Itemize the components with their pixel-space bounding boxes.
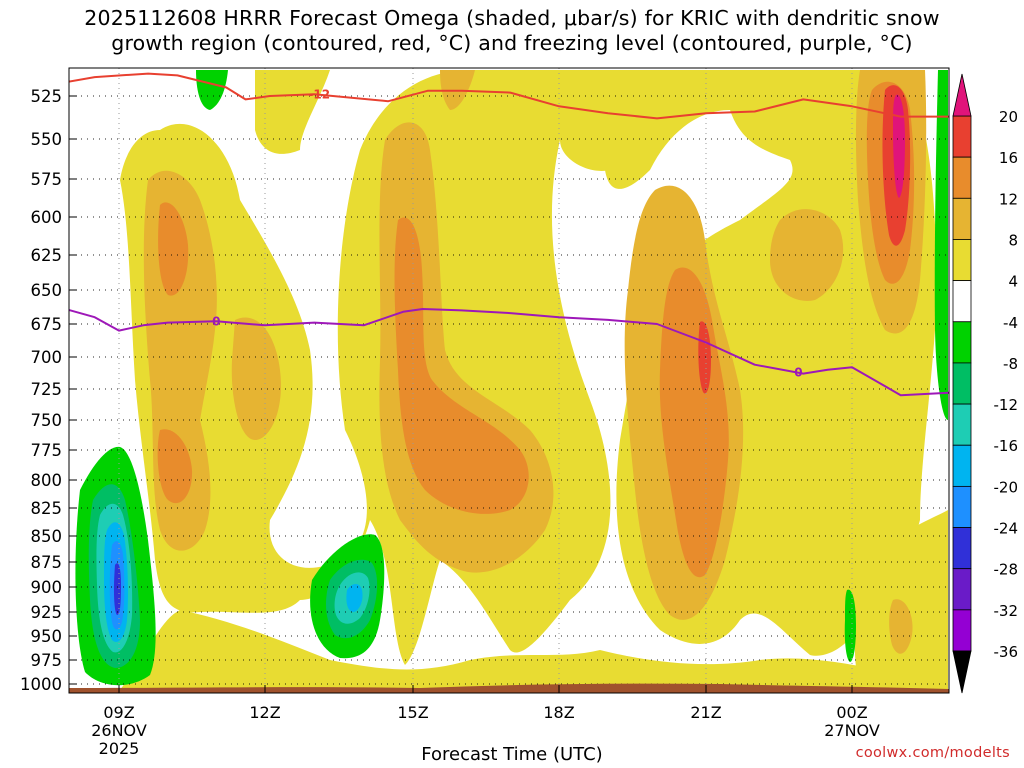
y-tick-label-750: 750 xyxy=(31,411,63,430)
colorbar-bin-5 xyxy=(952,321,972,364)
x-tick-label-21Z: 21Z xyxy=(690,703,721,722)
x-tick-label-09Z: 09Z xyxy=(103,703,134,722)
omega-region-sinking-4-d xyxy=(725,325,925,473)
colorbar-bin-0 xyxy=(952,115,972,158)
x-tick-label-00Z: 00Z xyxy=(836,703,867,722)
colorbar-label-8: -16 xyxy=(994,437,1019,455)
x-tick-year-09Z: 2025 xyxy=(99,739,140,758)
y-tick-label-650: 650 xyxy=(31,281,63,300)
title-line-2: growth region (contoured, red, °C) and f… xyxy=(111,31,913,55)
plot-border xyxy=(68,67,950,694)
omega-region-sinking-4-b xyxy=(255,70,330,154)
y-tick-label-625: 625 xyxy=(31,246,63,265)
omega-region-rising-4 xyxy=(196,70,228,110)
colorbar-label-7: -12 xyxy=(994,396,1019,414)
y-tick-label-950: 950 xyxy=(31,627,63,646)
omega-region-rising-4-d xyxy=(844,589,856,662)
x-tick-label-18Z: 18Z xyxy=(543,703,574,722)
colorbar-bin-9 xyxy=(952,485,972,528)
x-tick-label-15Z: 15Z xyxy=(397,703,428,722)
y-tick-label-550: 550 xyxy=(31,130,63,149)
colorbar-label-3: 8 xyxy=(1008,231,1018,249)
colorbar-label-5: -4 xyxy=(1003,314,1018,332)
y-tick-label-800: 800 xyxy=(31,471,63,490)
y-tick-label-900: 900 xyxy=(31,578,63,597)
omega-region-sinking-12-c xyxy=(394,217,529,514)
colorbar-label-9: -20 xyxy=(994,478,1019,496)
x-axis-label: Forecast Time (UTC) xyxy=(421,744,603,765)
colorbar-bin-10 xyxy=(952,527,972,570)
omega-region-rising-4-e xyxy=(934,70,948,420)
colorbar-bin-1 xyxy=(952,156,972,199)
x-tick-date-00Z: 27NOV xyxy=(824,721,880,740)
y-tick-label-600: 600 xyxy=(31,208,63,227)
x-tick-label-12Z: 12Z xyxy=(249,703,280,722)
grid xyxy=(69,68,949,693)
omega-region-sinking-12-b xyxy=(157,429,193,504)
y-tick-label-925: 925 xyxy=(31,603,63,622)
y-tick-label-525: 525 xyxy=(31,87,63,106)
y-tick-label-975: 975 xyxy=(31,651,63,670)
colorbar-label-1: 16 xyxy=(999,149,1018,167)
omega-shading xyxy=(75,70,948,690)
plot-frame xyxy=(68,67,950,694)
y-tick-label-875: 875 xyxy=(31,553,63,572)
y-tick-label-850: 850 xyxy=(31,527,63,546)
colorbar-label-6: -8 xyxy=(1003,355,1018,373)
colorbar-top-extend xyxy=(952,73,972,117)
colorbar-label-0: 20 xyxy=(999,108,1018,126)
y-tick-label-1000: 1000 xyxy=(20,675,62,694)
contour-label-0-0: -12 xyxy=(308,88,330,102)
chart-title: 2025112608 HRRR Forecast Omega (shaded, … xyxy=(0,6,1024,56)
colorbar-label-13: -36 xyxy=(994,643,1019,661)
colorbar-label-2: 12 xyxy=(999,190,1018,208)
watermark: coolwx.com/modelts xyxy=(855,745,1010,761)
omega-region-sinking-20 xyxy=(893,94,905,198)
omega-region-rising-24 xyxy=(113,563,121,615)
colorbar-bin-3 xyxy=(952,239,972,282)
colorbar-label-11: -28 xyxy=(994,561,1019,579)
title-line-1: 2025112608 HRRR Forecast Omega (shaded, … xyxy=(84,6,940,30)
colorbar-label-12: -32 xyxy=(994,602,1019,620)
ground-fill xyxy=(69,683,949,693)
omega-region-sinking-8-f xyxy=(770,209,844,301)
y-tick-label-575: 575 xyxy=(31,170,63,189)
omega-region-sinking-4-e xyxy=(854,510,948,690)
contour-line-freezing xyxy=(69,308,949,397)
omega-region-sinking-4-f xyxy=(120,610,948,690)
y-tick-label-725: 725 xyxy=(31,380,63,399)
y-tick-label-700: 700 xyxy=(31,348,63,367)
contour-label-1-0: 0 xyxy=(212,314,220,328)
contour-line-minus12 xyxy=(69,72,949,120)
y-tick-label-775: 775 xyxy=(31,441,63,460)
contour-label-1-1: 0 xyxy=(794,366,802,380)
colorbar-bin-7 xyxy=(952,403,972,446)
omega-region-rising-16-b xyxy=(346,584,363,612)
colorbar-bin-12 xyxy=(952,609,972,652)
colorbar-bin-8 xyxy=(952,444,972,487)
colorbar-label-10: -24 xyxy=(994,520,1019,538)
omega-region-sinking-8-b xyxy=(231,317,281,440)
colorbar-bin-4 xyxy=(952,280,972,323)
temperature-contours: -12 0 0 xyxy=(69,72,949,397)
x-tick-date-09Z: 26NOV xyxy=(91,721,147,740)
y-tick-label-825: 825 xyxy=(31,499,63,518)
colorbar-bottom-extend xyxy=(952,650,972,694)
colorbar-bin-6 xyxy=(952,362,972,405)
pressure-axis: 525 550 575 600 625 650 675 700 725 750 775 800 825 8… xyxy=(20,87,77,694)
omega-region-sinking-12 xyxy=(158,202,189,296)
colorbar-bin-2 xyxy=(952,197,972,240)
colorbar: 20 16 12 8 4 -4 -8 -12 -16 -20 -24 -28 -32 -36 xyxy=(952,73,1019,694)
colorbar-bin-11 xyxy=(952,568,972,611)
y-tick-label-675: 675 xyxy=(31,315,63,334)
omega-region-sinking-8-h xyxy=(889,599,913,654)
ground-surface xyxy=(69,683,949,693)
omega-region-sinking-16 xyxy=(698,321,711,394)
colorbar-label-4: 4 xyxy=(1008,273,1018,291)
